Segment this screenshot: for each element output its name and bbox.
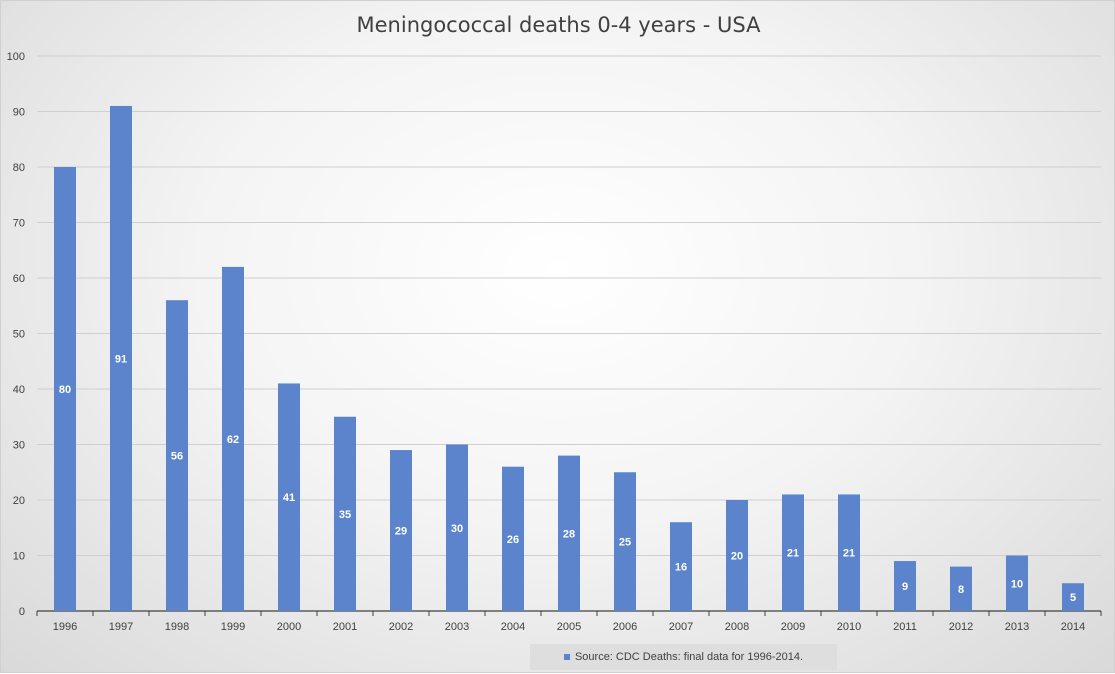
bar (726, 500, 748, 611)
bar (334, 416, 356, 611)
data-label: 35 (339, 509, 351, 521)
data-label: 10 (1011, 578, 1023, 590)
data-label: 25 (619, 537, 631, 549)
data-label: 8 (958, 584, 964, 596)
legend-label: Source: CDC Deaths: final data for 1996-… (574, 651, 804, 663)
data-label: 9 (902, 581, 908, 593)
x-tick-label: 1999 (221, 621, 245, 633)
x-tick-label: 2005 (557, 621, 581, 633)
chart-title: Meningococcal deaths 0-4 years - USA (356, 13, 761, 37)
bar (54, 167, 76, 611)
x-tick-label: 2010 (837, 621, 861, 633)
data-label: 5 (1070, 592, 1076, 604)
bar (670, 522, 692, 611)
x-tick-label: 1997 (109, 621, 133, 633)
bar (278, 383, 300, 611)
x-tick-label: 1996 (53, 621, 77, 633)
bar (950, 566, 972, 611)
legend: Source: CDC Deaths: final data for 1996-… (530, 644, 837, 670)
x-tick-label: 2003 (445, 621, 469, 633)
bar (1062, 583, 1084, 611)
x-tick-label: 2000 (277, 621, 301, 633)
y-tick-label: 50 (13, 329, 25, 341)
x-tick-label: 2008 (725, 621, 749, 633)
y-tick-label: 90 (13, 107, 25, 119)
data-label: 41 (283, 492, 295, 504)
bar (782, 494, 804, 611)
x-tick-label: 2013 (1005, 621, 1029, 633)
x-tick-label: 2014 (1061, 621, 1085, 633)
y-tick-label: 70 (13, 218, 25, 230)
x-tick-label: 2012 (949, 621, 973, 633)
bar (110, 105, 132, 611)
x-tick-label: 2004 (501, 621, 525, 633)
y-tick-label: 20 (13, 495, 25, 507)
x-tick-label: 1998 (165, 621, 189, 633)
bar (390, 450, 412, 611)
y-tick-label: 80 (13, 162, 25, 174)
y-tick-label: 10 (13, 551, 25, 563)
bar (838, 494, 860, 611)
data-label: 21 (843, 548, 855, 560)
x-tick-label: 2002 (389, 621, 413, 633)
y-tick-label: 0 (19, 606, 25, 618)
data-label: 30 (451, 523, 463, 535)
bar (446, 444, 468, 611)
data-label: 20 (731, 551, 743, 563)
bar (222, 266, 244, 611)
x-tick-label: 2001 (333, 621, 357, 633)
data-label: 29 (395, 526, 407, 538)
x-tick-label: 2006 (613, 621, 637, 633)
y-tick-label: 100 (7, 51, 25, 63)
y-tick-label: 30 (13, 440, 25, 452)
data-label: 28 (563, 528, 575, 540)
bar (558, 455, 580, 611)
bar (614, 472, 636, 611)
x-tick-label: 2009 (781, 621, 805, 633)
legend-swatch (563, 654, 570, 660)
y-tick-label: 40 (13, 384, 25, 396)
data-label: 80 (59, 384, 71, 396)
data-label: 26 (507, 534, 519, 546)
data-label: 56 (171, 451, 183, 463)
data-label: 91 (115, 353, 127, 365)
x-tick-label: 2007 (669, 621, 693, 633)
data-label: 62 (227, 434, 239, 446)
data-label: 16 (675, 562, 687, 574)
y-tick-label: 60 (13, 273, 25, 285)
bar (894, 561, 916, 611)
bar (502, 466, 524, 611)
x-tick-label: 2011 (893, 621, 917, 633)
bar (1006, 555, 1028, 611)
bar (166, 300, 188, 611)
data-label: 21 (787, 548, 799, 560)
